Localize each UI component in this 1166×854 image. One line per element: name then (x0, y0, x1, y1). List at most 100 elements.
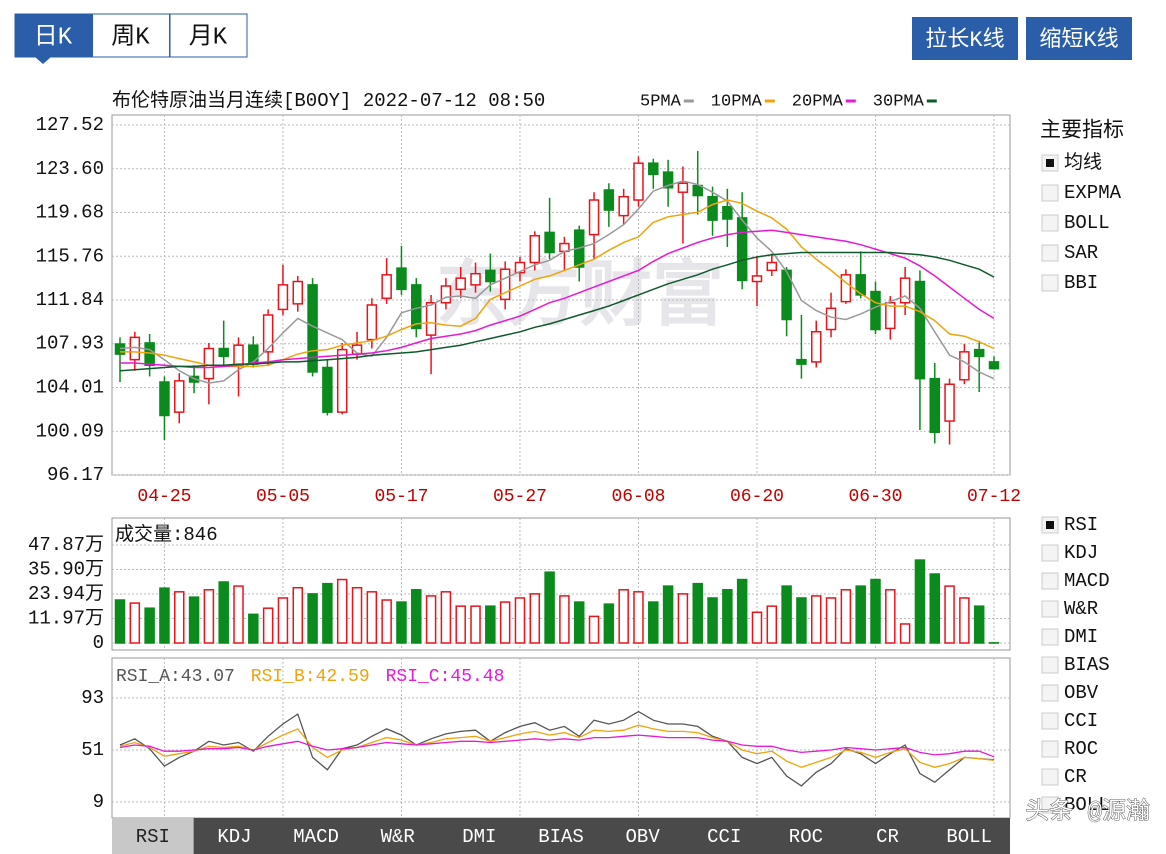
sub-indicator-label[interactable]: DMI (1064, 626, 1098, 648)
volume-bar (425, 595, 437, 644)
checkbox[interactable] (1041, 768, 1059, 786)
period-tab-label[interactable]: 日K (34, 24, 73, 51)
volume-bar (396, 601, 407, 644)
x-tick-label: 04-25 (137, 487, 191, 507)
candle-body (588, 199, 600, 236)
sub-indicator-label[interactable]: W&R (1064, 598, 1098, 620)
x-tick-label: 06-20 (730, 487, 784, 507)
bottom-tab-label[interactable]: OBV (626, 826, 661, 848)
volume-bar (174, 591, 185, 644)
zoom-button[interactable] (912, 17, 1018, 60)
checkbox[interactable] (1041, 572, 1059, 590)
candle-body (840, 274, 852, 303)
bottom-tab-label[interactable]: CR (876, 826, 899, 848)
volume-bar (899, 623, 911, 644)
volume-bar (544, 571, 555, 644)
checkbox[interactable] (1041, 628, 1059, 646)
indicator-label[interactable]: BBI (1064, 272, 1098, 294)
sub-indicator-label[interactable]: BIAS (1064, 654, 1110, 676)
volume-bar (677, 593, 689, 644)
zoom-button[interactable] (1026, 17, 1132, 60)
candle-body (707, 195, 718, 221)
bottom-tab-label[interactable]: ROC (789, 826, 823, 848)
bottom-tab-label[interactable]: BIAS (538, 826, 584, 848)
watermark: 东方财富 (436, 256, 724, 341)
candle-body (425, 301, 437, 336)
sub-indicator-label[interactable]: CR (1064, 766, 1087, 788)
period-tab[interactable] (169, 13, 248, 58)
y-tick-label: 93 (81, 687, 104, 709)
bottom-tab-label[interactable]: DMI (462, 826, 496, 848)
y-tick-label: 96.17 (47, 464, 104, 486)
bottom-tab-label[interactable]: W&R (381, 826, 415, 848)
candle-body (322, 366, 333, 413)
period-tab[interactable] (92, 13, 170, 58)
bottom-tab-selected[interactable] (112, 818, 194, 854)
bottom-tab-label[interactable]: BOLL (946, 826, 992, 848)
volume-bar (322, 582, 333, 644)
volume-bar (470, 605, 481, 644)
volume-bar (277, 597, 289, 644)
candle-body (603, 189, 615, 211)
zoom-button-label[interactable]: 缩短K线 (1039, 27, 1118, 53)
volume-bar (129, 602, 141, 644)
candle-body (336, 348, 348, 413)
bottom-tab-label[interactable]: RSI (136, 826, 170, 848)
volume-bar (929, 573, 940, 644)
indicator-label[interactable]: BOLL (1064, 212, 1110, 234)
tab-pointer (35, 57, 51, 64)
x-tick-label: 06-08 (611, 487, 665, 507)
candle-body (899, 277, 911, 304)
sub-indicator-label[interactable]: RSI (1064, 514, 1098, 536)
checkbox[interactable] (1041, 244, 1059, 262)
period-tab-label[interactable]: 周K (111, 24, 150, 51)
volume-bar (159, 587, 170, 644)
sub-indicator-label[interactable]: ROC (1064, 738, 1098, 760)
legend-label: RSI_B:42.59 (251, 667, 370, 687)
checkbox[interactable] (1041, 712, 1059, 730)
candle-body (203, 347, 215, 380)
x-tick-label: 05-17 (374, 487, 428, 507)
candle-body (396, 267, 407, 291)
checkbox[interactable] (1041, 184, 1059, 202)
candle-body (870, 290, 881, 331)
bottom-tab-label[interactable]: KDJ (217, 826, 251, 848)
y-tick-label: 104.01 (36, 376, 104, 398)
checkbox[interactable] (1041, 656, 1059, 674)
indicator-label[interactable]: 均线 (1064, 151, 1102, 174)
volume-bar (292, 586, 304, 644)
volume-bar (707, 597, 718, 644)
bottom-tab-label[interactable]: MACD (293, 826, 339, 848)
sub-indicator-label[interactable]: CCI (1064, 710, 1098, 732)
sub-indicator-label[interactable]: OBV (1064, 682, 1099, 704)
sub-indicator-label[interactable]: BOLL (1064, 794, 1110, 816)
zoom-button-label[interactable]: 拉长K线 (925, 27, 1004, 53)
volume-bar (336, 578, 348, 644)
sub-indicator-label[interactable]: MACD (1064, 570, 1110, 592)
y-tick-label: 11.97万 (28, 608, 104, 630)
indicator-label[interactable]: SAR (1064, 242, 1098, 264)
period-tab[interactable] (14, 13, 93, 58)
checkbox[interactable] (1041, 544, 1059, 562)
checkbox[interactable] (1041, 796, 1059, 814)
candle-body (544, 231, 555, 254)
candle-body (692, 184, 703, 197)
period-tab-label[interactable]: 月K (189, 24, 228, 51)
candle-body (218, 347, 229, 358)
legend-label: RSI_C:45.48 (386, 667, 505, 687)
candle-body (440, 285, 452, 304)
checkbox[interactable] (1041, 740, 1059, 758)
candle-body (988, 361, 1000, 370)
checkbox[interactable] (1041, 684, 1059, 702)
checkbox[interactable] (1041, 600, 1059, 618)
volume-bar (559, 595, 570, 644)
volume-bar (440, 591, 452, 644)
legend-label: 5PMA (640, 92, 682, 111)
volume-bar (307, 593, 318, 644)
checkbox[interactable] (1041, 214, 1059, 232)
sub-indicator-label[interactable]: KDJ (1064, 542, 1098, 564)
checkbox[interactable] (1041, 274, 1059, 292)
indicator-label[interactable]: EXPMA (1064, 182, 1122, 204)
volume-bar (662, 585, 674, 644)
bottom-tab-label[interactable]: CCI (707, 826, 741, 848)
